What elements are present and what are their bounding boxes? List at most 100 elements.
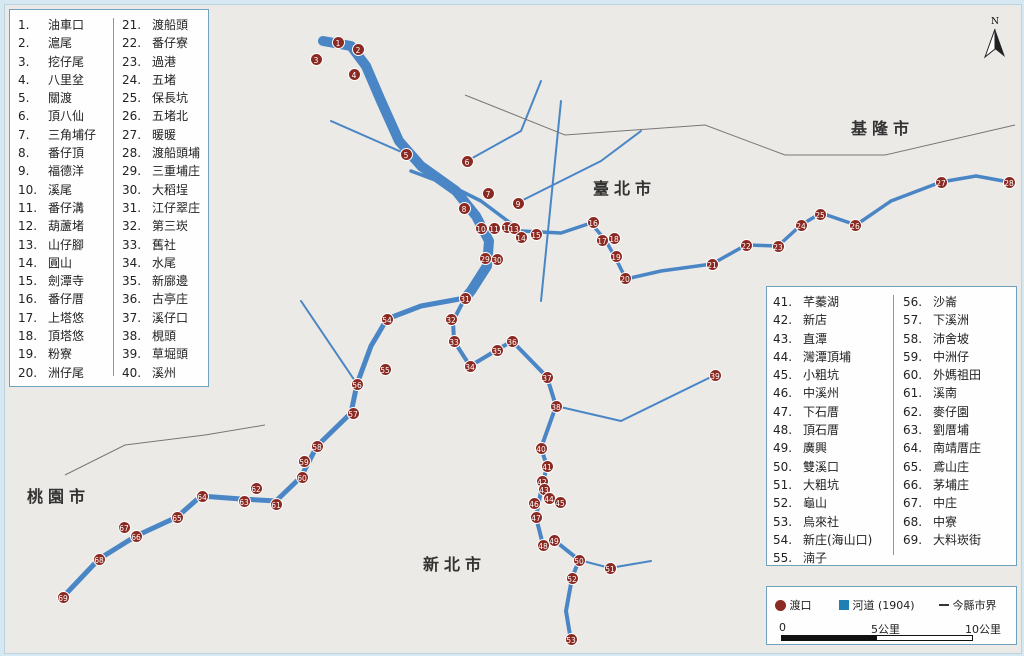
ferry-name: 新庄(海山口) [803, 532, 873, 547]
ferry-marker[interactable]: 66 [129, 529, 143, 543]
ferry-marker[interactable]: 59 [297, 454, 311, 468]
ferry-marker[interactable]: 34 [463, 359, 477, 373]
city-label-taoyuan: 桃園市 [27, 487, 91, 506]
ferry-marker[interactable]: 1 [331, 35, 345, 49]
ferry-marker[interactable]: 64 [195, 489, 209, 503]
ferry-marker[interactable]: 60 [295, 470, 309, 484]
ferry-marker[interactable]: 19 [609, 249, 623, 263]
ferry-number: 69. [903, 532, 923, 547]
ferry-marker[interactable]: 54 [380, 312, 394, 326]
ferry-marker[interactable]: 11 [487, 221, 501, 235]
ferry-marker[interactable]: 40 [534, 441, 548, 455]
ferry-marker[interactable]: 17 [595, 233, 609, 247]
ferry-marker[interactable]: 25 [813, 207, 827, 221]
ferry-marker[interactable]: 63 [237, 494, 251, 508]
ferry-marker[interactable]: 65 [170, 510, 184, 524]
ferry-list-item: 41. 芊蓁湖 [773, 293, 872, 311]
ferry-marker[interactable]: 68 [92, 552, 106, 566]
ferry-name: 雙溪口 [803, 459, 840, 474]
ferry-marker[interactable]: 28 [1002, 175, 1016, 189]
ferry-marker[interactable]: 10 [474, 221, 488, 235]
ferry-name: 劉厝埔 [933, 423, 970, 438]
ferry-number: 33. [122, 237, 142, 252]
ferry-marker[interactable]: 52 [565, 571, 579, 585]
ferry-name: 大粗坑 [803, 477, 840, 492]
city-label-taipei: 臺北市 [593, 179, 657, 198]
ferry-number: 40. [122, 365, 142, 380]
ferry-name: 直潭 [803, 331, 828, 346]
ferry-list-item: 40. 溪州 [122, 364, 200, 382]
ferry-marker[interactable]: 6 [460, 154, 474, 168]
ferry-number: 46. [773, 386, 793, 401]
ferry-marker[interactable]: 32 [444, 312, 458, 326]
ferry-marker[interactable]: 24 [794, 218, 808, 232]
ferry-marker[interactable]: 14 [514, 230, 528, 244]
ferry-marker[interactable]: 45 [553, 495, 567, 509]
ferry-marker[interactable]: 56 [350, 377, 364, 391]
ferry-number: 30. [122, 182, 142, 197]
ferry-marker[interactable]: 2 [351, 42, 365, 56]
ferry-name: 灣潭頂埔 [803, 349, 852, 364]
ferry-list-item: 63. 劉厝埔 [903, 421, 981, 439]
ferry-marker[interactable]: 26 [848, 218, 862, 232]
ferry-name: 中庄 [933, 496, 958, 511]
ferry-marker[interactable]: 69 [56, 590, 70, 604]
ferry-marker[interactable]: 62 [249, 481, 263, 495]
ferry-marker[interactable]: 9 [511, 196, 525, 210]
ferry-marker[interactable]: 27 [934, 175, 948, 189]
ferry-marker[interactable]: 39 [708, 368, 722, 382]
scale-label-10: 10公里 [965, 623, 1001, 636]
ferry-marker[interactable]: 49 [547, 533, 561, 547]
ferry-marker[interactable]: 33 [447, 334, 461, 348]
ferry-marker[interactable]: 36 [505, 334, 519, 348]
north-label: N [991, 17, 999, 27]
ferry-marker[interactable]: 8 [457, 201, 471, 215]
ferry-marker[interactable]: 51 [603, 561, 617, 575]
ferry-number: 19. [18, 347, 38, 362]
ferry-list-item: 68. 中寮 [903, 513, 981, 531]
ferry-marker[interactable]: 18 [607, 231, 621, 245]
ferry-name: 龜山 [803, 496, 828, 511]
ferry-marker[interactable]: 3 [309, 52, 323, 66]
ferry-number: 51. [773, 477, 793, 492]
ferry-number: 54. [773, 532, 793, 547]
ferry-marker[interactable]: 29 [478, 251, 492, 265]
river-swatch-icon [839, 600, 849, 610]
ferry-marker[interactable]: 46 [527, 496, 541, 510]
scale-label-5: 5公里 [871, 623, 900, 636]
ferry-marker[interactable]: 16 [586, 215, 600, 229]
ferry-list-panel-2: 41. 芊蓁湖 42. 新店 43. 直潭 44. 灣潭頂埔 45. 小粗坑 46. 中溪州 47. 下石… [766, 286, 1017, 566]
ferry-marker[interactable]: 47 [529, 510, 543, 524]
ferry-name: 外媽祖田 [933, 368, 982, 383]
ferry-marker[interactable]: 7 [481, 186, 495, 200]
ferry-marker[interactable]: 38 [549, 399, 563, 413]
ferry-marker[interactable]: 37 [540, 370, 554, 384]
ferry-name: 頂石厝 [803, 423, 840, 438]
ferry-marker[interactable]: 58 [310, 439, 324, 453]
ferry-marker[interactable]: 5 [399, 147, 413, 161]
ferry-name: 溪仔口 [152, 310, 189, 325]
ferry-marker[interactable]: 4 [347, 67, 361, 81]
ferry-marker[interactable]: 55 [378, 362, 392, 376]
ferry-name: 沛舍坡 [933, 331, 970, 346]
ferry-marker[interactable]: 22 [739, 238, 753, 252]
ferry-marker[interactable]: 53 [564, 632, 578, 646]
ferry-marker[interactable]: 31 [458, 291, 472, 305]
ferry-marker[interactable]: 23 [771, 239, 785, 253]
ferry-list-item: 42. 新店 [773, 311, 872, 329]
ferry-list-item: 1. 油車口 [18, 16, 96, 34]
ferry-list-item: 51. 大粗坑 [773, 476, 872, 494]
ferry-marker[interactable]: 61 [269, 497, 283, 511]
ferry-marker[interactable]: 67 [117, 520, 131, 534]
ferry-name: 沙崙 [933, 295, 958, 309]
ferry-marker[interactable]: 30 [490, 252, 504, 266]
ferry-marker[interactable]: 50 [572, 553, 586, 567]
ferry-marker[interactable]: 21 [705, 257, 719, 271]
ferry-number: 32. [122, 219, 142, 234]
ferry-marker[interactable]: 41 [540, 459, 554, 473]
ferry-marker[interactable]: 15 [529, 227, 543, 241]
ferry-marker[interactable]: 20 [618, 271, 632, 285]
ferry-marker[interactable]: 57 [346, 406, 360, 420]
ferry-number: 2. [18, 36, 30, 51]
ferry-marker[interactable]: 35 [490, 343, 504, 357]
